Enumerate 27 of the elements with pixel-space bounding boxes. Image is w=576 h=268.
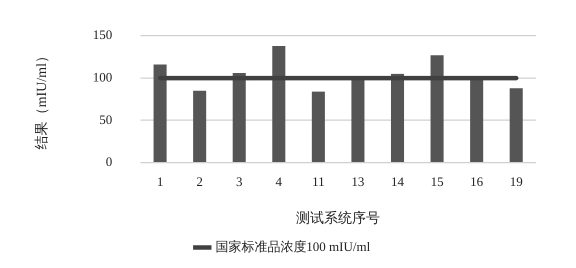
x-tick-label: 19 — [510, 174, 523, 189]
x-tick-label: 1 — [156, 174, 164, 189]
y-tick-label: 150 — [92, 27, 112, 42]
bar — [272, 46, 286, 162]
legend-label: 国家标准品浓度100 mIU/ml — [215, 238, 371, 254]
x-axis-title: 测试系统序号 — [296, 210, 380, 226]
y-axis-title: 结果（mIU/ml） — [34, 49, 50, 150]
x-tick-label: 2 — [196, 174, 203, 189]
x-tick-label: 3 — [236, 174, 242, 189]
x-tick-label: 13 — [351, 174, 364, 189]
bar — [430, 55, 444, 162]
bar — [510, 88, 523, 162]
y-tick-label: 100 — [92, 69, 112, 84]
x-tick-label: 15 — [430, 174, 444, 189]
bar — [232, 72, 246, 162]
x-tick-label: 16 — [470, 174, 484, 189]
y-tick-label: 0 — [106, 154, 112, 170]
y-tick-label: 50 — [99, 112, 112, 127]
bar — [351, 78, 364, 162]
x-tick-label: 14 — [391, 174, 405, 189]
bar — [312, 92, 325, 162]
x-tick-label: 4 — [276, 174, 283, 189]
bar — [470, 78, 484, 162]
bar — [193, 90, 206, 162]
x-tick-label: 11 — [312, 174, 325, 189]
bar — [154, 64, 167, 162]
bar — [390, 74, 404, 162]
